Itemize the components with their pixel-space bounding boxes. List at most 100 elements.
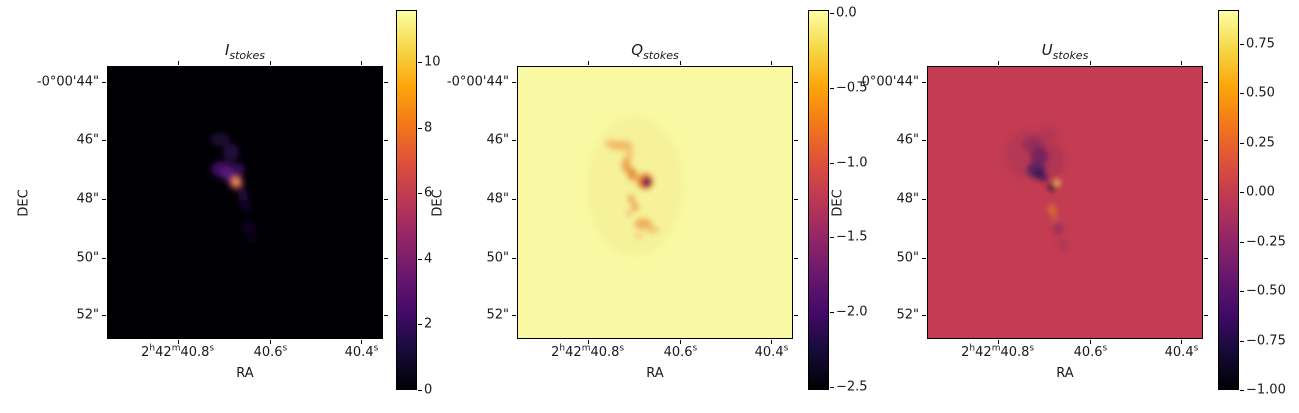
colorbar-tick-mark [418,62,422,64]
i-stokes-emission-graphic [210,132,258,244]
y-tick-mark-right [384,257,388,259]
ra-axis-label: RA [236,366,254,381]
colorbar-tick-label: 2 [424,316,433,332]
x-tick-label: 40.4s [344,343,379,360]
y-tick-label: 48" [76,191,99,207]
colorbar-tick-mark [830,387,834,388]
y-tick-mark-right [794,199,798,201]
y-tick-label: 48" [486,191,509,207]
panel-i-stokes: Istokes [17,43,388,381]
x-tick-mark-bottom [771,340,773,344]
y-tick-mark-left [102,257,106,259]
y-tick-mark-right [1204,82,1208,84]
y-tick-mark-left [922,314,926,316]
colorbar-tick-label: −0.25 [1246,234,1286,250]
u-stokes-image [927,66,1203,339]
colorbar-u-stokes-gradient [1218,10,1239,390]
colorbar-tick-label: 0.25 [1246,135,1275,151]
colorbar-tick-label: −2.0 [836,304,868,320]
q-stokes-emission-graphic [587,116,683,256]
x-tick-mark-top [1181,61,1183,65]
dec-axis-label: DEC [430,188,446,217]
colorbar-tick-mark [1240,340,1244,342]
dec-axis-label: DEC [830,188,846,217]
x-tick-label: 2h42m40.8s [961,343,1035,360]
colorbar-tick-mark [1240,93,1244,95]
x-tick-mark-top [270,61,272,65]
y-tick-label: 46" [896,132,919,148]
colorbar-tick-label: −1.00 [1246,382,1286,398]
y-tick-mark-left [102,199,106,201]
y-tick-mark-left [922,82,926,84]
ra-axis-label: RA [1056,366,1074,381]
y-tick-mark-right [1204,314,1208,316]
x-tick-mark-bottom [997,340,999,344]
y-tick-mark-left [922,199,926,201]
colorbar-tick-mark [1240,241,1244,243]
y-tick-mark-right [794,82,798,84]
ra-axis-label: RA [646,366,664,381]
y-tick-mark-left [102,82,106,84]
y-tick-mark-right [1204,140,1208,142]
x-tick-label: 40.4s [1164,343,1199,360]
x-tick-mark-bottom [177,340,179,344]
dec-axis-label: DEC [16,188,32,217]
panel-q-stokes: Qstokes [431,43,798,381]
panel-title-u-stokes: Ustokes [1041,41,1089,62]
y-tick-label: 46" [486,132,509,148]
y-tick-mark-left [512,314,516,316]
y-tick-mark-left [512,140,516,142]
y-tick-label: 50" [486,250,509,266]
panel-title-i-stokes: Istokes [224,41,266,62]
colorbar-i-stokes: 0 2 4 6 8 10 [396,10,441,398]
colorbar-tick-mark [830,12,834,14]
x-tick-mark-bottom [361,340,363,344]
colorbar-tick-mark [418,390,422,391]
colorbar-tick-label: 6 [424,185,433,201]
y-tick-label: 52" [486,307,509,323]
colorbar-tick-mark [830,162,834,164]
colorbar-tick-label: 8 [424,120,433,136]
colorbar-tick-label: 0.00 [1246,184,1275,200]
y-tick-label: 50" [896,250,919,266]
colorbar-tick-label: −0.50 [1246,283,1286,299]
y-tick-label: -0°00'44" [856,74,919,90]
x-tick-mark-top [771,61,773,65]
colorbar-tick-mark [830,312,834,314]
y-tick-mark-right [384,82,388,84]
x-tick-label: 40.6s [253,343,288,360]
y-tick-mark-left [922,257,926,259]
x-tick-mark-bottom [1090,340,1092,344]
x-tick-label: 2h42m40.8s [141,343,215,360]
x-tick-label: 40.6s [1073,343,1108,360]
colorbar-tick-mark [1240,291,1244,293]
x-tick-label: 40.6s [663,343,698,360]
colorbar-tick-mark [1240,192,1244,194]
y-tick-label: 52" [896,307,919,323]
colorbar-tick-label: −2.5 [836,379,868,395]
colorbar-tick-mark [418,324,422,326]
y-tick-label: 48" [896,191,919,207]
colorbar-tick-mark [418,258,422,260]
colorbar-q-stokes: 0.0 −0.5 −1.0 −1.5 −2.0 −2.5 [808,5,868,395]
y-tick-mark-right [794,140,798,142]
x-tick-label: 2h42m40.8s [551,343,625,360]
colorbar-i-stokes-gradient [396,10,417,390]
x-tick-mark-top [1090,61,1092,65]
y-tick-mark-right [1204,257,1208,259]
y-tick-label: 52" [76,307,99,323]
x-tick-mark-bottom [1181,340,1183,344]
colorbar-tick-mark [418,127,422,129]
y-tick-mark-left [102,314,106,316]
colorbar-tick-label: 0 [424,382,433,398]
x-tick-mark-bottom [587,340,589,344]
q-stokes-image [517,66,793,339]
x-tick-mark-bottom [680,340,682,344]
colorbar-tick-label: −0.75 [1246,333,1286,349]
x-tick-mark-top [587,61,589,65]
y-tick-mark-left [922,140,926,142]
colorbar-tick-mark [1240,142,1244,144]
y-tick-label: -0°00'44" [36,74,99,90]
y-tick-mark-left [102,140,106,142]
x-tick-mark-top [997,61,999,65]
